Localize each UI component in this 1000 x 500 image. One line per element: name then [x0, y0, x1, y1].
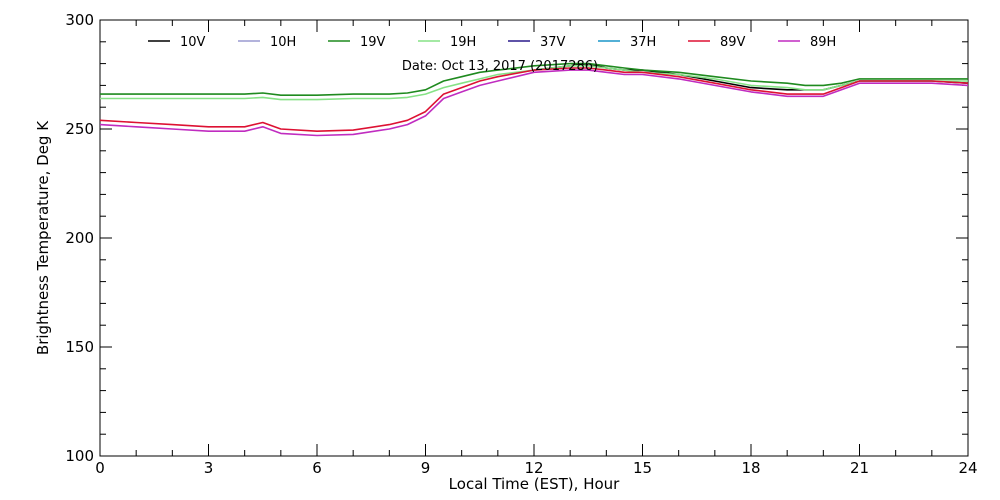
x-tick-label: 3 — [204, 459, 214, 477]
legend-label-89h: 89H — [810, 35, 836, 50]
series-line-89h — [99, 69, 969, 137]
x-tick-label: 12 — [524, 459, 543, 477]
plot-frame — [99, 19, 969, 457]
x-tick-label: 24 — [958, 459, 977, 477]
x-tick-label: 18 — [741, 459, 760, 477]
series-line-89v — [99, 67, 969, 132]
legend-label-89v: 89V — [720, 35, 746, 50]
x-tick-label: 9 — [421, 459, 431, 477]
x-tick-label: 21 — [850, 459, 869, 477]
y-tick-label: 200 — [65, 229, 94, 247]
x-tick-label: 0 — [95, 459, 105, 477]
series-lines — [99, 62, 969, 137]
x-tick-label: 6 — [312, 459, 322, 477]
series-line-19v — [100, 62, 968, 96]
legend-label-10v: 10V — [180, 35, 206, 50]
legend-label-19h: 19H — [450, 35, 476, 50]
chart-date-title: Date: Oct 13, 2017 (2017286) — [402, 59, 598, 74]
y-tick-label: 300 — [65, 11, 94, 29]
y-tick-label: 250 — [65, 120, 94, 138]
legend-label-19v: 19V — [360, 35, 386, 50]
x-axis-ticks: 0 3 6 9 12 15 18 21 24 — [95, 20, 978, 477]
y-axis-ticks: 100 150 200 250 300 — [65, 11, 968, 465]
legend-label-37v: 37V — [540, 35, 566, 50]
legend: 10V 10H 19V 19H 37V 37H 89V 89H — [148, 35, 836, 50]
x-tick-label: 15 — [633, 459, 652, 477]
x-axis-title: Local Time (EST), Hour — [449, 475, 620, 493]
y-tick-label: 100 — [65, 447, 94, 465]
y-tick-label: 150 — [65, 338, 94, 356]
legend-label-10h: 10H — [270, 35, 296, 50]
y-axis-title: Brightness Temperature, Deg K — [34, 120, 52, 355]
legend-label-37h: 37H — [630, 35, 656, 50]
